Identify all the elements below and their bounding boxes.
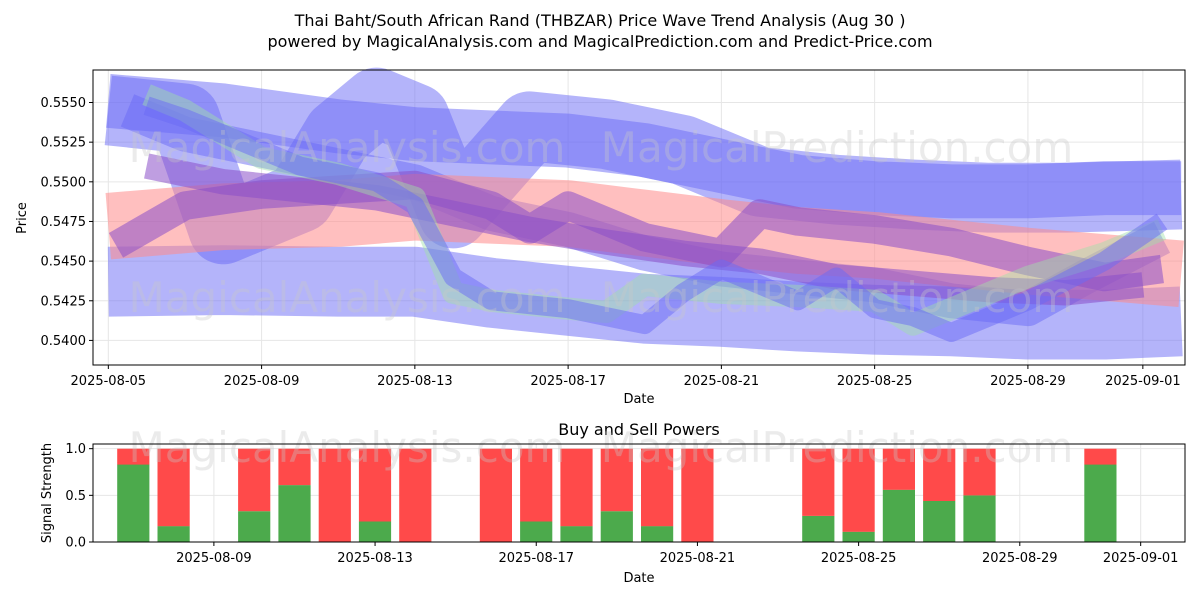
signal-y-axis-label: Signal Strength [40,443,55,543]
signal-x-tick-label: 2025-08-09 [176,551,252,566]
sell-bar [963,448,996,496]
price-y-axis: 0.5400 0.5425 0.5450 0.5475 0.5500 0.5525 0.55… [41,96,93,349]
signal-x-tick-label: 2025-08-25 [821,551,897,566]
watermark-prediction-top: MagicalPrediction.com [601,123,1074,172]
sell-bar [318,448,351,542]
price-x-tick-label: 2025-08-21 [684,374,760,389]
price-y-tick-label: 0.5475 [41,215,87,230]
sell-bar [641,448,674,527]
buy-bar [157,526,190,542]
buy-bar [278,485,311,542]
sell-bar [520,448,553,522]
price-x-tick-label: 2025-09-01 [1105,374,1181,389]
signal-x-axis: 2025-08-09 2025-08-13 2025-08-17 2025-08-21… [176,542,1178,566]
chart-subtitle: powered by MagicalAnalysis.com and Magic… [267,32,932,51]
price-x-tick-label: 2025-08-05 [71,374,147,389]
price-y-tick-label: 0.5500 [41,175,87,190]
price-plot-frame [92,69,1186,366]
watermark-prediction-mid: MagicalPrediction.com [601,273,1074,322]
watermark-analysis-bottom: MagicalAnalysis.com [129,423,566,472]
price-x-tick-label: 2025-08-13 [377,374,453,389]
price-x-tick-label: 2025-08-17 [530,374,606,389]
buy-bar [238,511,271,542]
signal-y-tick-label: 1.0 [65,442,86,457]
wave-bands [104,67,1184,360]
watermark-analysis-top: MagicalAnalysis.com [129,123,566,172]
buy-bar [842,531,875,542]
price-y-tick-label: 0.5525 [41,136,87,151]
sell-bar [399,448,432,542]
chart-title: Thai Baht/South African Rand (THBZAR) Pr… [294,11,906,30]
signal-bars [117,448,1117,542]
sell-bar [923,448,956,501]
sell-bar [882,448,915,490]
buy-bar [1084,464,1117,542]
price-y-tick-label: 0.5425 [41,294,87,309]
price-x-tick-label: 2025-08-25 [837,374,913,389]
sell-bar [842,448,875,532]
buy-bar [520,521,553,542]
price-x-tick-label: 2025-08-29 [990,374,1066,389]
buy-bar [923,500,956,542]
signal-y-tick-label: 0.5 [65,489,86,504]
signal-x-tick-label: 2025-09-01 [1103,551,1179,566]
buy-bar [963,495,996,542]
wave-band-7 [144,153,1145,306]
sell-bar [278,448,311,486]
signal-x-tick-label: 2025-08-13 [337,551,413,566]
buy-bar [358,521,392,542]
signal-chart-title: Buy and Sell Powers [558,420,720,439]
price-y-axis-label: Price [15,202,30,234]
buy-bar [117,464,150,542]
price-y-tick-label: 0.5400 [41,334,87,349]
sell-bar [479,448,512,542]
price-x-axis: 2025-08-05 2025-08-09 2025-08-13 2025-08-17… [71,365,1181,389]
price-panel: MagicalAnalysis.com MagicalPrediction.co… [15,67,1186,407]
buy-bar [641,526,674,542]
sell-bar [802,448,835,516]
sell-bar [681,448,714,542]
signal-panel: Buy and Sell Powers MagicalAnalysis.com … [40,420,1186,586]
buy-bar [600,511,633,542]
sell-bar [117,448,150,465]
wave-band-9 [143,96,1168,342]
price-y-tick-label: 0.5450 [41,255,87,270]
sell-bar [358,448,392,522]
signal-x-axis-label: Date [623,571,654,586]
signal-x-tick-label: 2025-08-17 [498,551,574,566]
signal-x-tick-label: 2025-08-21 [660,551,736,566]
sell-bar [157,448,190,527]
price-x-axis-label: Date [623,392,654,407]
sell-bar [600,448,633,512]
buy-bar [560,526,593,542]
price-y-tick-label: 0.5550 [41,96,87,111]
watermark-analysis-mid: MagicalAnalysis.com [129,273,566,322]
sell-bar [560,448,593,527]
sell-bar [1084,448,1117,465]
signal-y-tick-label: 0.0 [65,536,86,551]
buy-bar [802,515,835,542]
signal-plot-area [93,444,1185,542]
sell-bar [238,448,271,512]
signal-plot-frame [92,443,1186,543]
signal-y-axis: 0.0 0.5 1.0 [65,442,93,551]
price-x-tick-label: 2025-08-09 [224,374,300,389]
watermark-prediction-bottom: MagicalPrediction.com [601,423,1074,472]
buy-bar [882,489,915,542]
signal-x-tick-label: 2025-08-29 [982,551,1058,566]
